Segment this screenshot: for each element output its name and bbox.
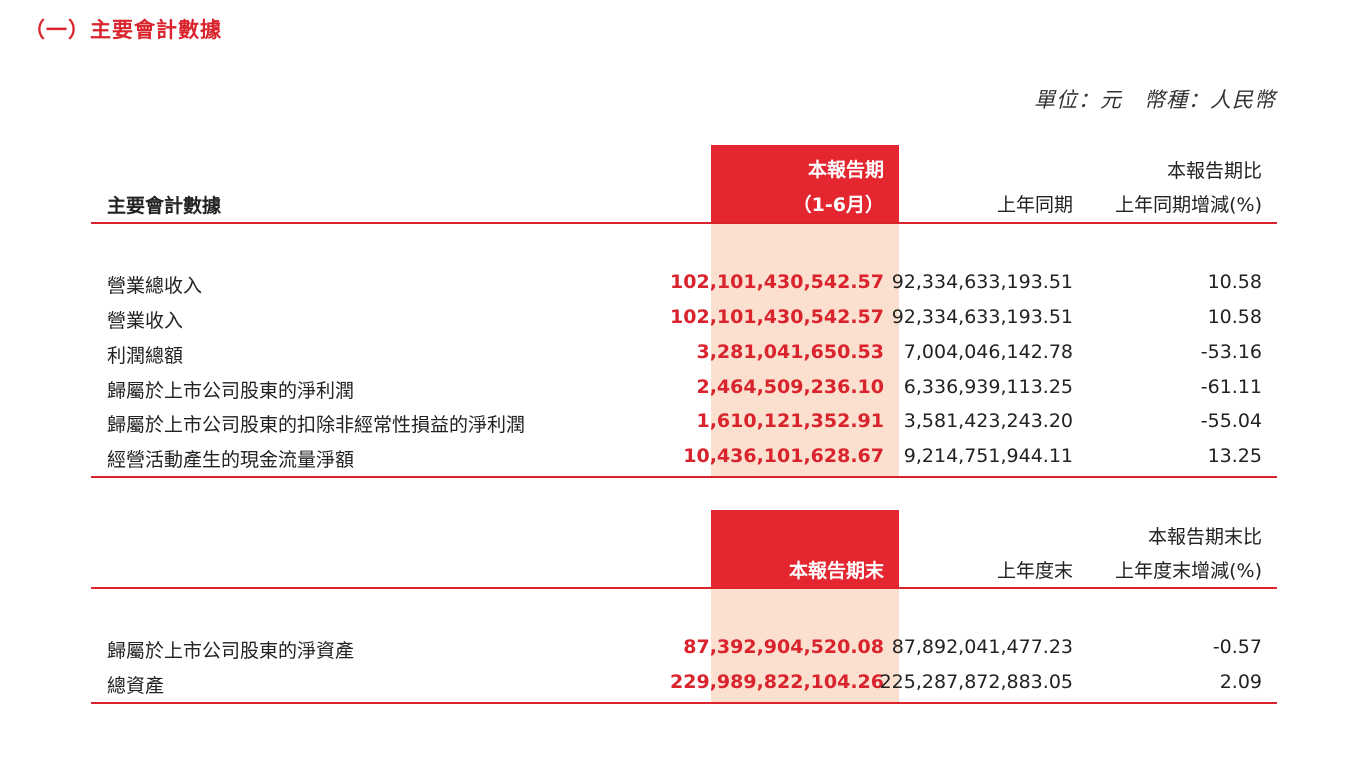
unit-note: 單位：元 幣種：人民幣 bbox=[1034, 88, 1276, 112]
table1-header-current-line2: （1-6月） bbox=[792, 194, 884, 216]
table2-header-prior: 上年度末 bbox=[996, 560, 1073, 582]
row-label: 經營活動產生的現金流量淨額 bbox=[107, 449, 355, 471]
row-current: 2,464,509,236.10 bbox=[696, 376, 884, 398]
row-current: 1,610,121,352.91 bbox=[696, 410, 884, 432]
table1-header-change-line1: 本報告期比 bbox=[1166, 160, 1262, 182]
period-end-column-bg bbox=[711, 588, 899, 703]
row-label: 利潤總額 bbox=[107, 345, 184, 367]
row-label: 歸屬於上市公司股東的淨資產 bbox=[107, 640, 355, 662]
row-prior: 9,214,751,944.11 bbox=[903, 445, 1073, 467]
row-change: 2.09 bbox=[1219, 671, 1262, 693]
current-period-header-bg bbox=[711, 145, 899, 223]
row-change: 13.25 bbox=[1207, 445, 1262, 467]
current-period-column-bg bbox=[711, 223, 899, 477]
row-label: 總資產 bbox=[107, 675, 165, 697]
table1-header-change-line2: 上年同期增減(%) bbox=[1115, 194, 1262, 216]
table1-header-label: 主要會計數據 bbox=[107, 195, 222, 217]
table1-header-rule bbox=[91, 222, 1277, 224]
table2-header-rule bbox=[91, 587, 1277, 589]
row-prior: 225,287,872,883.05 bbox=[879, 671, 1073, 693]
row-change: -0.57 bbox=[1212, 636, 1262, 658]
period-end-header-bg bbox=[711, 510, 899, 588]
row-change: -53.16 bbox=[1200, 341, 1262, 363]
table2-header-change-line1: 本報告期末比 bbox=[1147, 526, 1262, 548]
row-label: 歸屬於上市公司股東的扣除非經常性損益的淨利潤 bbox=[107, 414, 526, 436]
row-current: 102,101,430,542.57 bbox=[670, 306, 884, 328]
table1-header-current-line1: 本報告期 bbox=[807, 159, 884, 181]
row-current: 10,436,101,628.67 bbox=[683, 445, 884, 467]
row-label: 歸屬於上市公司股東的淨利潤 bbox=[107, 380, 355, 402]
row-prior: 92,334,633,193.51 bbox=[891, 306, 1073, 328]
row-prior: 6,336,939,113.25 bbox=[903, 376, 1073, 398]
table2-header-current: 本報告期末 bbox=[788, 560, 884, 582]
row-current: 229,989,822,104.26 bbox=[670, 671, 884, 693]
row-prior: 92,334,633,193.51 bbox=[891, 271, 1073, 293]
row-label: 營業總收入 bbox=[107, 275, 203, 297]
table1-header-prior: 上年同期 bbox=[996, 194, 1073, 216]
row-change: -55.04 bbox=[1200, 410, 1262, 432]
table2-header-change-line2: 上年度末增減(%) bbox=[1115, 560, 1262, 582]
row-change: 10.58 bbox=[1207, 306, 1262, 328]
table2-bottom-rule bbox=[91, 702, 1277, 704]
row-current: 3,281,041,650.53 bbox=[696, 341, 884, 363]
row-change: -61.11 bbox=[1200, 376, 1262, 398]
row-current: 87,392,904,520.08 bbox=[683, 636, 884, 658]
table1-bottom-rule bbox=[91, 476, 1277, 478]
row-prior: 87,892,041,477.23 bbox=[891, 636, 1073, 658]
row-prior: 3,581,423,243.20 bbox=[903, 410, 1073, 432]
row-prior: 7,004,046,142.78 bbox=[903, 341, 1073, 363]
row-label: 營業收入 bbox=[107, 310, 184, 332]
row-change: 10.58 bbox=[1207, 271, 1262, 293]
row-current: 102,101,430,542.57 bbox=[670, 271, 884, 293]
section-title: （一）主要會計數據 bbox=[24, 18, 222, 42]
